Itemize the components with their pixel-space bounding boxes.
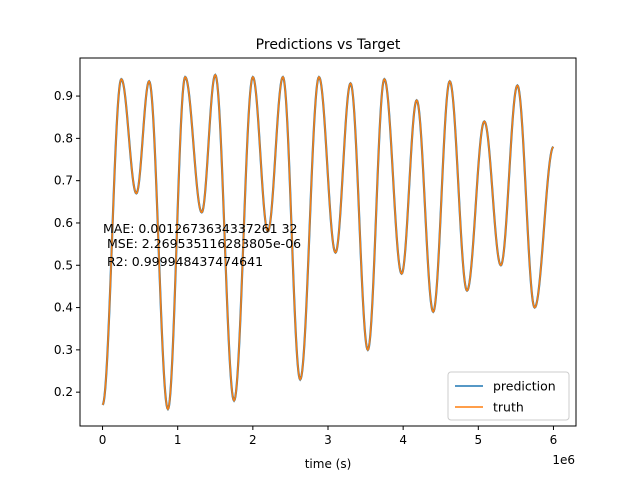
metrics-annotation: MAE: 0.0012673634337261 32 MSE: 2.269535… [103, 221, 301, 269]
x-offset-label: 1e6 [552, 453, 575, 467]
x-tick-label: 4 [399, 433, 407, 447]
annotation-mse: MSE: 2.269535116283805e-06 [103, 236, 301, 251]
y-tick-label: 0.5 [54, 258, 73, 272]
x-tick-label: 5 [474, 433, 482, 447]
x-tick-label: 3 [324, 433, 332, 447]
legend-box [447, 371, 570, 421]
y-tick-label: 0.7 [54, 174, 73, 188]
annotation-mae: MAE: 0.0012673634337261 32 [103, 221, 297, 236]
x-tick-label: 6 [550, 433, 558, 447]
chart-title: Predictions vs Target [256, 37, 401, 53]
x-tick-label: 0 [99, 433, 107, 447]
legend: prediction truth [447, 371, 570, 421]
y-tick-label: 0.4 [54, 301, 73, 315]
annotation-r2: R2: 0.999948437474641 [103, 254, 263, 269]
legend-label-prediction: prediction [493, 379, 556, 394]
legend-label-truth: truth [493, 400, 524, 415]
y-axis-ticks: 0.2 0.3 0.4 0.5 0.6 0.7 0.8 0.9 [54, 89, 80, 399]
x-tick-label: 2 [249, 433, 257, 447]
x-axis-label: time (s) [305, 457, 352, 471]
x-axis-ticks: 0 1 2 3 4 5 6 [99, 426, 558, 447]
y-tick-label: 0.3 [54, 343, 73, 357]
series-line-truth [101, 73, 554, 411]
y-tick-label: 0.2 [54, 385, 73, 399]
y-tick-label: 0.8 [54, 131, 73, 145]
plot-lines [101, 73, 555, 412]
x-tick-label: 1 [174, 433, 182, 447]
y-tick-label: 0.9 [54, 89, 73, 103]
y-tick-label: 0.6 [54, 216, 73, 230]
